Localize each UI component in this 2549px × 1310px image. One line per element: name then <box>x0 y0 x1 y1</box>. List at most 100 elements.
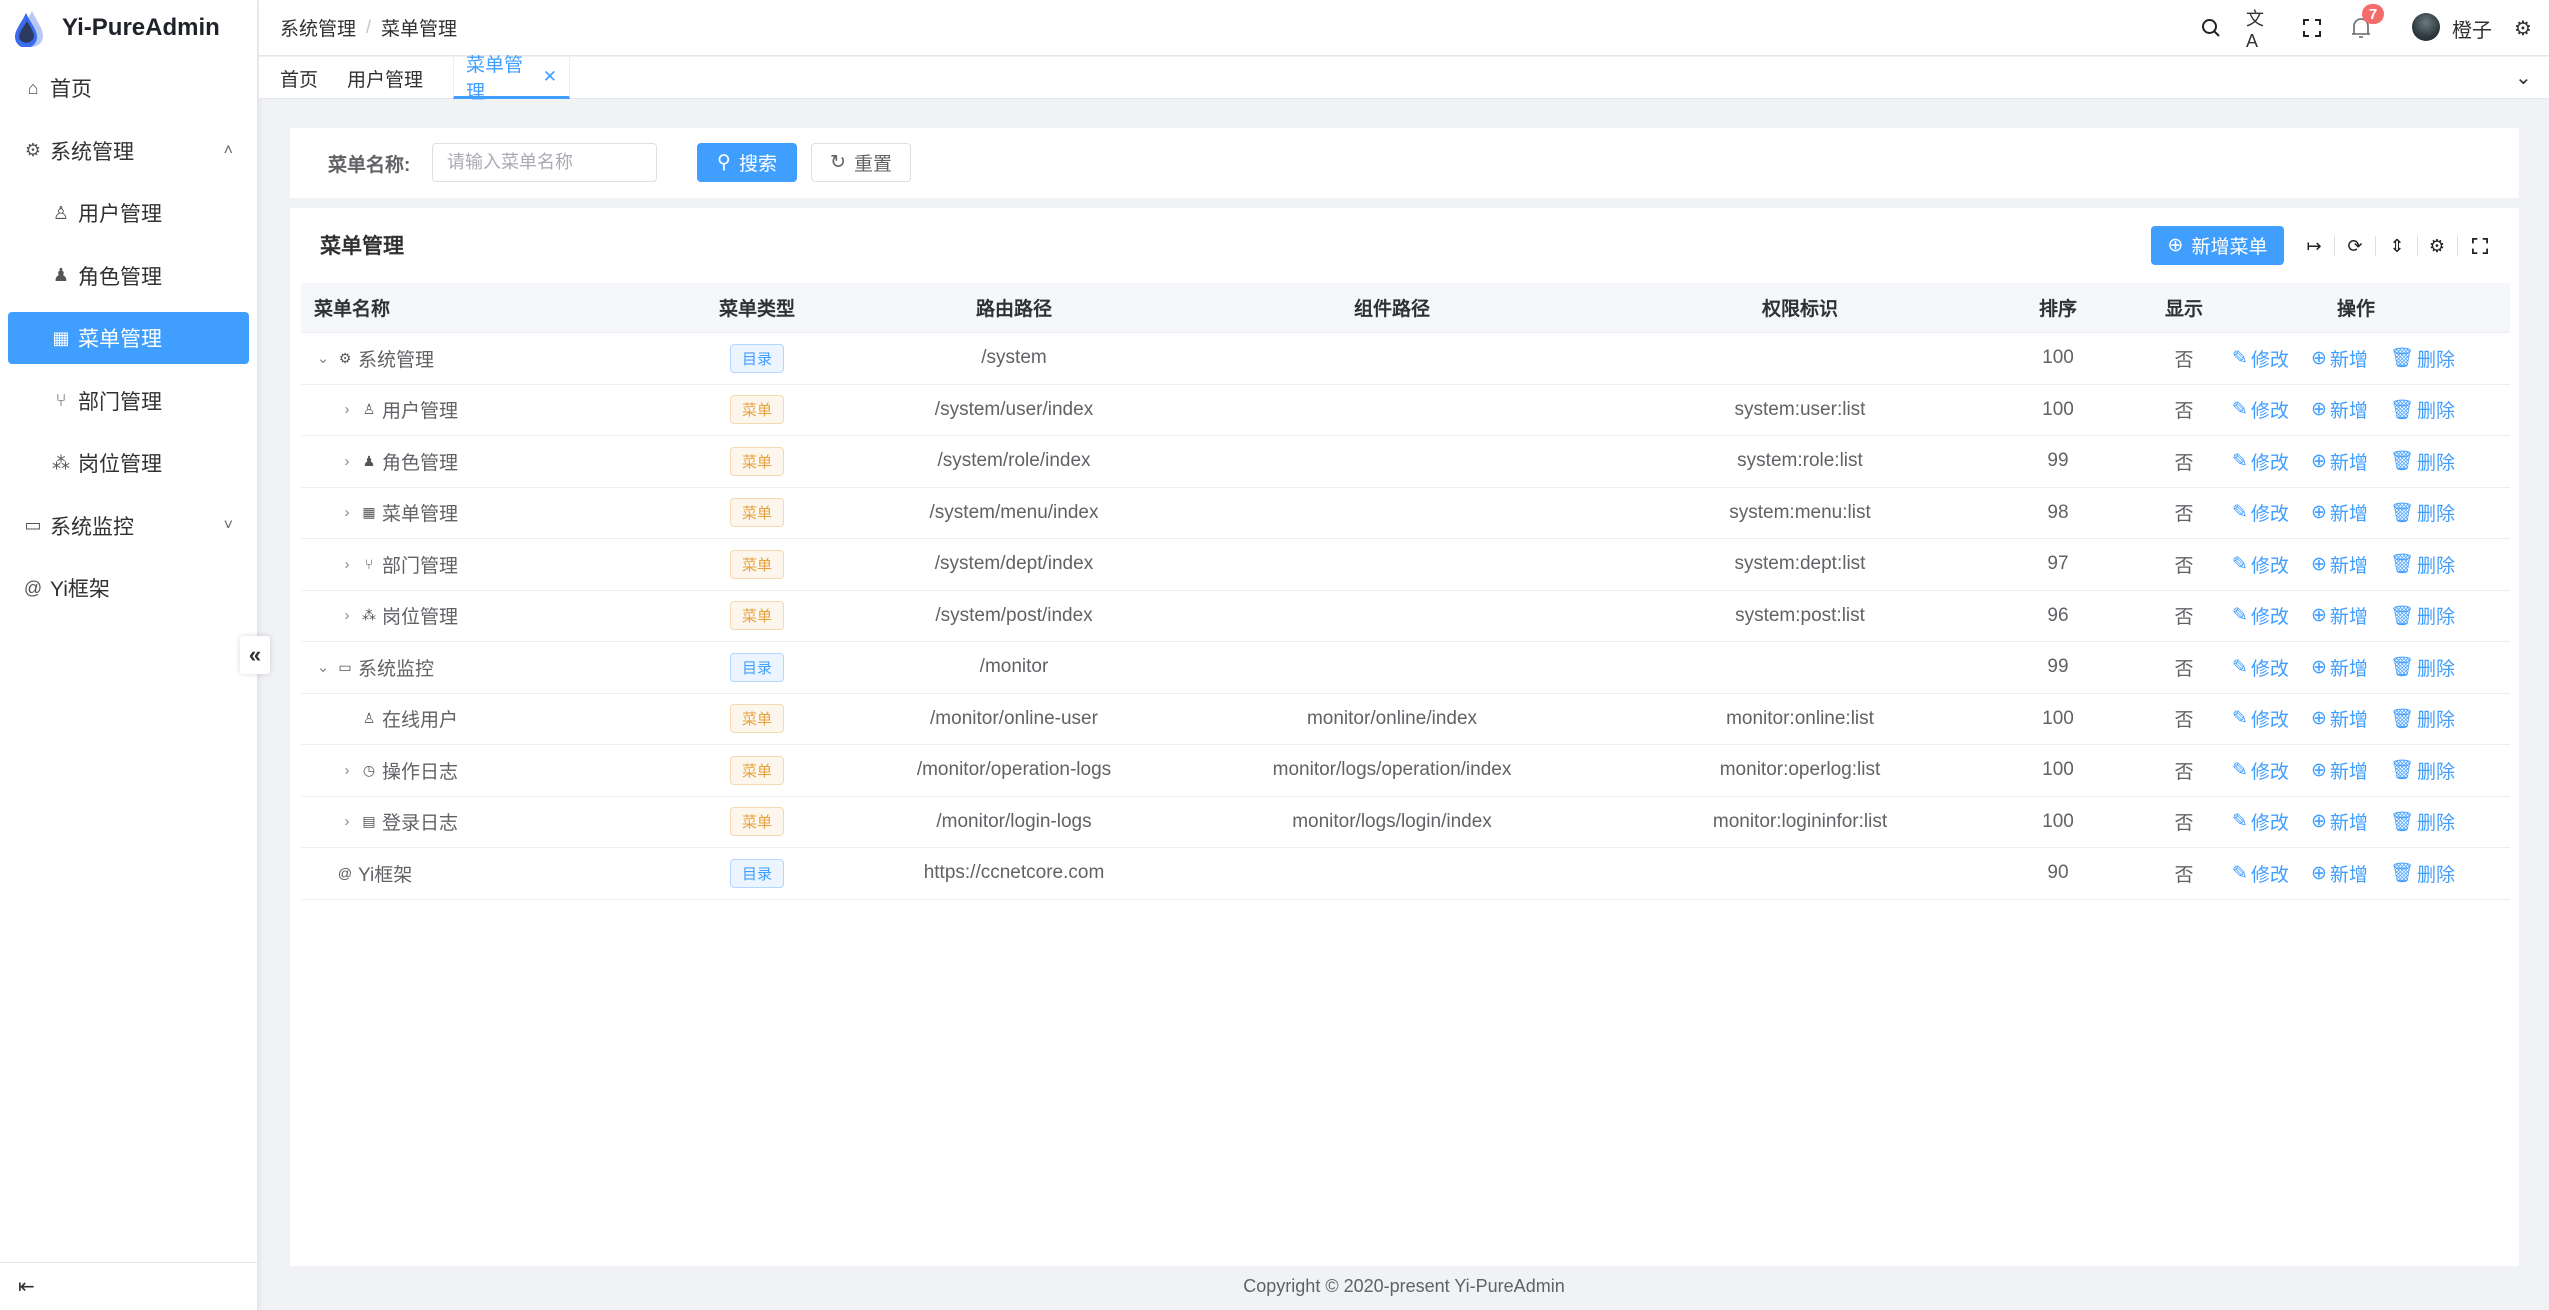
add-child-button[interactable]: ⊕ 新增 <box>2311 860 2368 887</box>
permission: monitor:online:list <box>1726 707 1874 729</box>
menu-name-input[interactable] <box>432 143 657 182</box>
delete-button[interactable]: 🗑︎ 删除 <box>2390 396 2455 423</box>
divider <box>2334 236 2335 256</box>
chevron-right-icon[interactable]: › <box>344 761 350 779</box>
edit-button[interactable]: ✎ 修改 <box>2232 860 2289 887</box>
sort-order: 100 <box>2042 398 2074 420</box>
fullscreen-icon[interactable] <box>2298 14 2326 42</box>
close-icon[interactable]: ✕ <box>542 66 557 86</box>
collapse-sidebar-button[interactable]: « <box>240 636 270 674</box>
add-child-button[interactable]: ⊕ 新增 <box>2311 499 2368 526</box>
edit-button[interactable]: ✎ 修改 <box>2232 396 2289 423</box>
delete-button[interactable]: 🗑︎ 删除 <box>2390 448 2455 475</box>
column-header[interactable]: 菜单名称 <box>314 299 391 320</box>
edit-button[interactable]: ✎ 修改 <box>2232 808 2289 835</box>
sidebar-item-label: 菜单管理 <box>78 328 162 351</box>
delete-button[interactable]: 🗑︎ 删除 <box>2390 860 2455 887</box>
column-header[interactable]: 显示 <box>2165 299 2204 320</box>
username[interactable]: 橙子 <box>2452 20 2492 42</box>
column-header[interactable]: 权限标识 <box>1761 299 1838 320</box>
delete-button[interactable]: 🗑︎ 删除 <box>2390 654 2455 681</box>
delete-button[interactable]: 🗑︎ 删除 <box>2390 345 2455 372</box>
add-child-button[interactable]: ⊕ 新增 <box>2311 705 2368 732</box>
menu-name: 用户管理 <box>382 401 459 423</box>
edit-button[interactable]: ✎ 修改 <box>2232 551 2289 578</box>
edit-button[interactable]: ✎ 修改 <box>2232 499 2289 526</box>
tab-home[interactable]: 首页 <box>280 69 319 91</box>
chevron-right-icon[interactable]: › <box>344 813 350 831</box>
column-header[interactable]: 排序 <box>2038 299 2077 320</box>
delete-button[interactable]: 🗑︎ 删除 <box>2390 499 2455 526</box>
settings-gear-icon[interactable]: ⚙ <box>2514 17 2532 40</box>
chevron-down-icon[interactable]: ⌄ <box>2515 67 2532 89</box>
search-button[interactable]: ⚲ 搜索 <box>697 143 797 182</box>
chevron-down-icon[interactable]: ⌄ <box>316 350 330 368</box>
sidebar-item-8[interactable]: @ Yi框架 <box>8 562 249 614</box>
table-row: › ♙ 用户管理 菜单 /system/user/index system:us… <box>301 385 2510 436</box>
avatar[interactable] <box>2412 13 2440 41</box>
density-icon[interactable]: ⇕ <box>2389 235 2405 256</box>
search-icon[interactable] <box>2197 14 2225 42</box>
refresh-icon[interactable]: ⟳ <box>2347 235 2363 256</box>
add-child-button[interactable]: ⊕ 新增 <box>2311 551 2368 578</box>
edit-button[interactable]: ✎ 修改 <box>2232 345 2289 372</box>
tab-menu-management[interactable]: 菜单管理 ✕ <box>453 55 570 103</box>
sidebar-item-1[interactable]: ⚙ 系统管理 ˄ <box>8 125 249 177</box>
sidebar-item-7[interactable]: ▭ 系统监控 ˅ <box>8 500 249 552</box>
add-menu-button[interactable]: ⊕ 新增菜单 <box>2151 226 2284 265</box>
chevron-right-icon[interactable]: › <box>344 452 350 470</box>
sort-order: 100 <box>2042 810 2074 832</box>
menu-name: 操作日志 <box>382 761 459 783</box>
edit-button[interactable]: ✎ 修改 <box>2232 448 2289 475</box>
edit-button[interactable]: ✎ 修改 <box>2232 705 2289 732</box>
column-settings-icon[interactable]: ⚙ <box>2428 235 2446 256</box>
chevron-down-icon[interactable]: ⌄ <box>316 659 330 677</box>
delete-button[interactable]: 🗑︎ 删除 <box>2390 705 2455 732</box>
sidebar-collapse-toggle[interactable]: ⇤ <box>0 1262 258 1310</box>
edit-button[interactable]: ✎ 修改 <box>2232 602 2289 629</box>
add-child-button[interactable]: ⊕ 新增 <box>2311 345 2368 372</box>
add-label: 新增 <box>2329 710 2368 732</box>
fullscreen-icon[interactable] <box>2468 234 2492 258</box>
sidebar-item-2[interactable]: ♙ 用户管理 <box>8 187 249 239</box>
reset-button[interactable]: ↻ 重置 <box>811 143 911 182</box>
edit-button[interactable]: ✎ 修改 <box>2232 757 2289 784</box>
search-icon: ⚲ <box>717 152 731 173</box>
breadcrumb-item[interactable]: 系统管理 <box>280 19 357 40</box>
column-header[interactable]: 菜单类型 <box>718 299 795 320</box>
column-header[interactable]: 路由路径 <box>975 299 1052 320</box>
edit-label: 修改 <box>2250 607 2289 629</box>
add-child-button[interactable]: ⊕ 新增 <box>2311 602 2368 629</box>
translate-icon[interactable]: 文A <box>2246 8 2264 51</box>
add-child-button[interactable]: ⊕ 新增 <box>2311 396 2368 423</box>
delete-label: 删除 <box>2417 761 2456 783</box>
sidebar-item-5[interactable]: ⑂ 部门管理 <box>8 375 249 427</box>
chevron-right-icon[interactable]: › <box>344 555 350 573</box>
add-child-button[interactable]: ⊕ 新增 <box>2311 654 2368 681</box>
chevron-right-icon[interactable]: › <box>344 401 350 419</box>
bell-icon[interactable] <box>2347 14 2375 42</box>
menu-type-tag: 菜单 <box>730 704 784 734</box>
column-header[interactable]: 组件路径 <box>1353 299 1430 320</box>
sidebar-item-4[interactable]: ▦ 菜单管理 <box>8 312 249 364</box>
gear-icon: ⚙ <box>338 349 352 366</box>
expand-collapse-icon[interactable]: ↦ <box>2306 235 2322 256</box>
logo-drop-icon <box>15 11 43 47</box>
add-child-button[interactable]: ⊕ 新增 <box>2311 808 2368 835</box>
delete-button[interactable]: 🗑︎ 删除 <box>2390 551 2455 578</box>
sidebar-item-3[interactable]: ♟ 角色管理 <box>8 250 249 302</box>
delete-button[interactable]: 🗑︎ 删除 <box>2390 602 2455 629</box>
menu-name-cell: ⌄ ⚙ 系统管理 <box>301 345 620 372</box>
tab-user-management[interactable]: 用户管理 <box>347 69 424 91</box>
chevron-right-icon[interactable]: › <box>344 504 350 522</box>
visible: 否 <box>2174 710 2194 732</box>
logo[interactable]: Yi-PureAdmin <box>0 0 258 56</box>
sidebar-item-0[interactable]: ⌂ 首页 <box>8 62 249 114</box>
edit-button[interactable]: ✎ 修改 <box>2232 654 2289 681</box>
delete-button[interactable]: 🗑︎ 删除 <box>2390 808 2455 835</box>
add-child-button[interactable]: ⊕ 新增 <box>2311 448 2368 475</box>
delete-button[interactable]: 🗑︎ 删除 <box>2390 757 2455 784</box>
chevron-right-icon[interactable]: › <box>344 607 350 625</box>
add-child-button[interactable]: ⊕ 新增 <box>2311 757 2368 784</box>
sidebar-item-6[interactable]: ⁂ 岗位管理 <box>8 437 249 489</box>
